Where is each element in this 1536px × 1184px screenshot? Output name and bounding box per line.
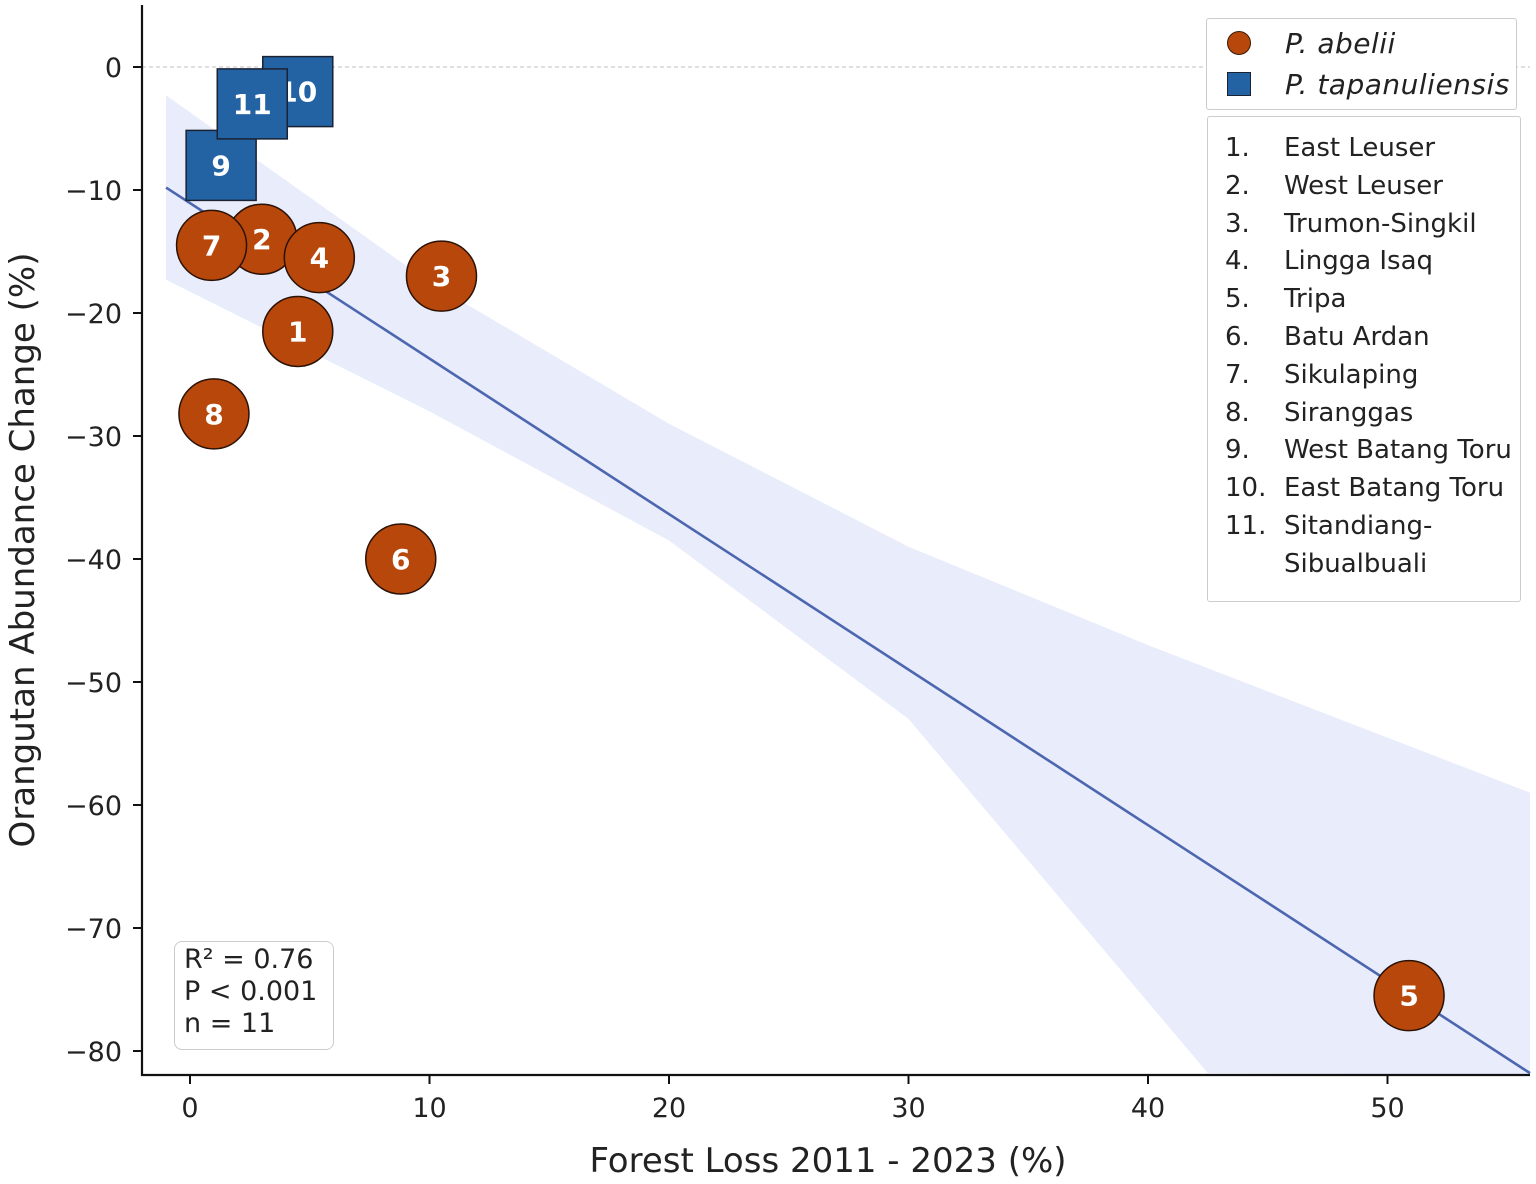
y-tick-label: 0	[105, 53, 122, 84]
legend-item-p-abelii: P. abelii	[1207, 23, 1516, 63]
point-marker	[175, 209, 248, 282]
y-tick-label: −60	[65, 791, 122, 822]
square-point-9: 9	[185, 129, 257, 202]
y-tick-label: −30	[65, 422, 122, 453]
point-label: 11	[233, 88, 272, 121]
stats-box: R² = 0.76 P < 0.001 n = 11	[174, 941, 334, 1050]
point-label: 9	[211, 149, 230, 182]
site-number: 5.	[1225, 284, 1250, 315]
site-name: Siranggas	[1284, 397, 1414, 428]
site-number: 7.	[1225, 359, 1250, 390]
circle-point-5: 5	[1373, 959, 1445, 1032]
site-name: Tripa	[1284, 284, 1347, 315]
axis-ticks: 0 10 20 30 40 50 0 −10 −20 −30 −40 −50 −60 −70 −80	[65, 53, 1405, 1124]
site-number: 3.	[1225, 208, 1250, 239]
n-text: n = 11	[184, 1008, 276, 1039]
point-marker	[405, 240, 478, 312]
site-number: 2.	[1225, 170, 1250, 201]
point-marker	[178, 378, 250, 450]
point-marker	[1373, 959, 1445, 1032]
site-number: 1.	[1225, 133, 1250, 163]
site-number: 11.	[1225, 511, 1267, 541]
legend-item-p-tapanuliensis: P. tapanuliensis	[1207, 64, 1516, 104]
site-name: Trumon-Singkil	[1284, 208, 1477, 239]
r-squared-text: R² = 0.76	[184, 944, 314, 975]
point-marker	[262, 295, 334, 368]
y-tick-label: −80	[65, 1037, 122, 1068]
y-tick-label: −70	[65, 914, 122, 945]
point-label: 5	[1399, 980, 1418, 1013]
point-marker	[216, 68, 289, 140]
site-name: East Batang Toru	[1284, 473, 1505, 504]
site-number: 10.	[1225, 473, 1267, 504]
site-name: Sikulaping	[1284, 359, 1419, 390]
legend-label: P. tapanuliensis	[1285, 68, 1510, 101]
x-tick-label: 0	[181, 1093, 198, 1124]
x-tick-label: 40	[1131, 1093, 1165, 1124]
site-name: West Batang Toru	[1284, 435, 1512, 466]
circle-marker-icon	[1227, 31, 1251, 55]
species-legend: P. abelii P. tapanuliensis	[1206, 18, 1517, 110]
point-label: 6	[391, 543, 410, 576]
point-marker	[185, 129, 257, 202]
y-tick-label: −10	[65, 176, 122, 207]
square-point-11: 11	[216, 68, 289, 140]
site-name: East Leuser	[1284, 133, 1436, 163]
circle-point-8: 8	[178, 378, 250, 450]
confidence-band	[166, 95, 1530, 1076]
axes	[140, 5, 1530, 1077]
site-name: Sitandiang-	[1284, 511, 1433, 541]
point-marker	[283, 221, 356, 294]
site-number: 6.	[1225, 322, 1250, 352]
point-label: 7	[202, 229, 221, 262]
x-tick-label: 10	[412, 1093, 446, 1124]
x-tick-label: 50	[1370, 1093, 1404, 1124]
y-tick-label: −40	[65, 545, 122, 576]
circle-point-3: 3	[405, 240, 478, 312]
point-label: 2	[252, 223, 271, 256]
point-label: 8	[204, 398, 223, 431]
site-name: Batu Ardan	[1284, 322, 1430, 352]
site-name: Lingga Isaq	[1284, 246, 1434, 277]
point-label: 4	[310, 242, 329, 275]
circle-point-1: 1	[262, 295, 334, 368]
site-number: 8.	[1225, 397, 1250, 428]
point-marker	[365, 523, 437, 595]
site-number: 4.	[1225, 246, 1250, 277]
circle-point-7: 7	[175, 209, 248, 282]
x-tick-label: 30	[891, 1093, 925, 1124]
site-name: Sibualbuali	[1284, 548, 1428, 579]
site-legend: 1. East Leuser 2. West Leuser 3. Trumon-Singk…	[1207, 116, 1521, 602]
regression-line	[165, 186, 1531, 1075]
fit-line	[165, 186, 1531, 1075]
p-value-text: P < 0.001	[184, 976, 318, 1007]
square-marker-icon	[1227, 72, 1251, 96]
circle-point-6: 6	[365, 523, 437, 595]
site-number: 9.	[1225, 435, 1250, 466]
point-label: 3	[432, 260, 451, 293]
point-label: 1	[288, 315, 307, 348]
x-tick-label: 20	[652, 1093, 686, 1124]
circle-point-4: 4	[283, 221, 356, 294]
ci-band-area	[166, 95, 1530, 1076]
y-axis-label: Orangutan Abundance Change (%)	[3, 253, 43, 848]
legend-label: P. abelii	[1285, 27, 1396, 60]
site-name: West Leuser	[1284, 170, 1443, 201]
x-axis-label: Forest Loss 2011 - 2023 (%)	[589, 1141, 1066, 1181]
y-tick-label: −50	[65, 668, 122, 699]
y-tick-label: −20	[65, 299, 122, 330]
